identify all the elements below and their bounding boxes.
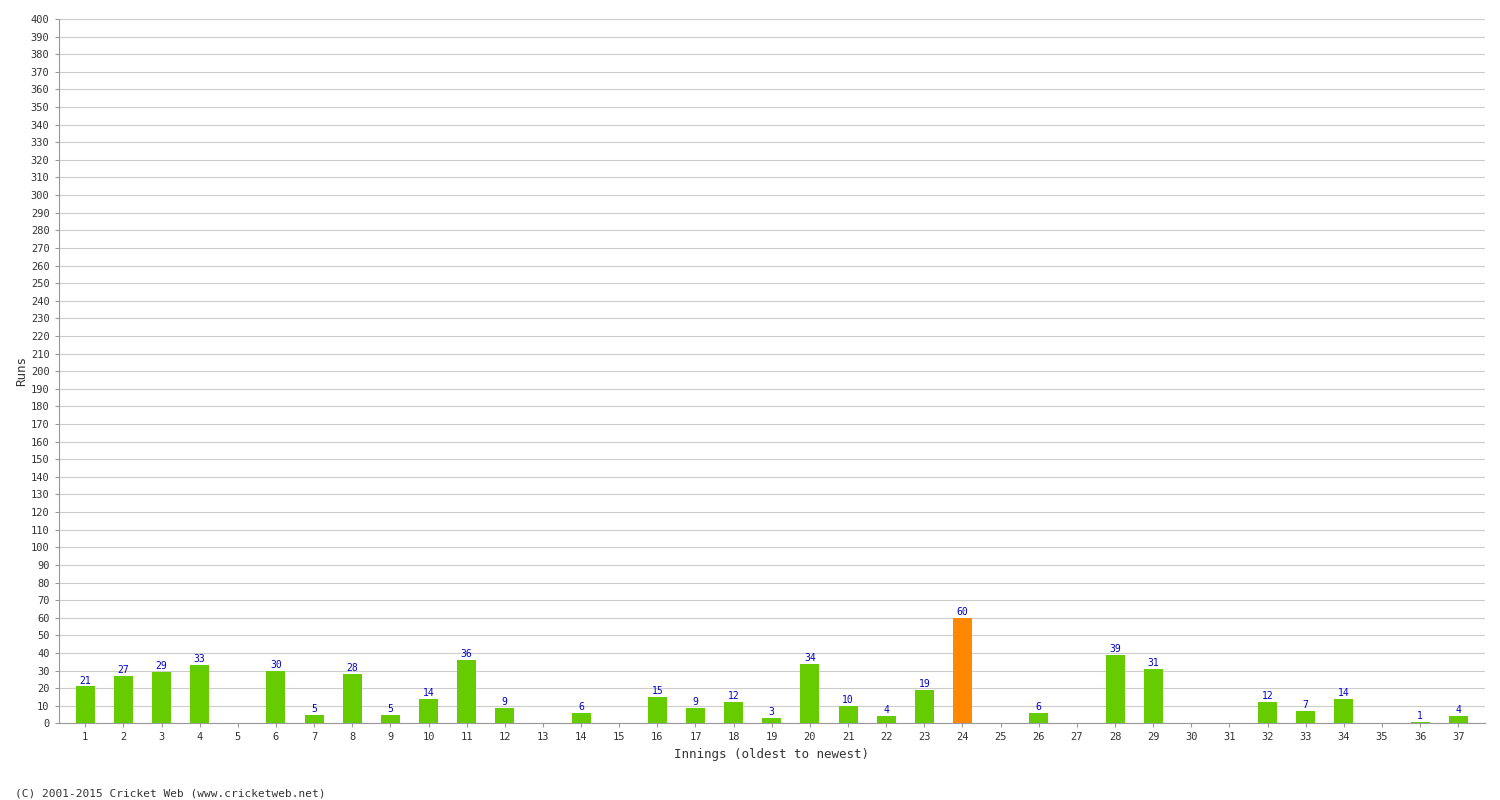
Text: 19: 19 [918,679,930,689]
Bar [304,714,324,723]
Bar [190,666,208,723]
Bar [648,697,668,723]
Bar [381,714,400,723]
Text: 60: 60 [957,607,969,617]
Text: 12: 12 [1262,691,1274,702]
Bar [267,670,285,723]
Text: 33: 33 [194,654,206,665]
Bar [801,663,819,723]
Text: 6: 6 [578,702,584,712]
Bar [915,690,934,723]
Bar [152,672,171,723]
X-axis label: Innings (oldest to newest): Innings (oldest to newest) [675,748,870,761]
Text: 14: 14 [423,688,435,698]
Bar [419,698,438,723]
Bar [1335,698,1353,723]
Text: 9: 9 [693,697,699,706]
Bar [1296,711,1316,723]
Text: 7: 7 [1304,700,1308,710]
Text: 5: 5 [310,704,316,714]
Text: 31: 31 [1148,658,1160,668]
Text: (C) 2001-2015 Cricket Web (www.cricketweb.net): (C) 2001-2015 Cricket Web (www.cricketwe… [15,788,326,798]
Text: 15: 15 [651,686,663,696]
Text: 21: 21 [80,675,92,686]
Bar [1258,702,1276,723]
Bar [1106,654,1125,723]
Text: 34: 34 [804,653,816,662]
Bar [686,707,705,723]
Bar [1449,716,1468,723]
Text: 6: 6 [1036,702,1041,712]
Text: 28: 28 [346,663,358,674]
Y-axis label: Runs: Runs [15,356,28,386]
Bar [839,706,858,723]
Bar [572,713,591,723]
Bar [876,716,896,723]
Bar [75,686,94,723]
Text: 12: 12 [728,691,740,702]
Text: 36: 36 [460,649,472,659]
Text: 14: 14 [1338,688,1350,698]
Text: 30: 30 [270,660,282,670]
Text: 9: 9 [503,697,507,706]
Text: 5: 5 [387,704,393,714]
Text: 29: 29 [156,662,168,671]
Text: 4: 4 [884,706,890,715]
Bar [724,702,742,723]
Bar [1410,722,1430,723]
Bar [952,618,972,723]
Text: 10: 10 [842,695,854,705]
Text: 3: 3 [770,707,774,718]
Text: 39: 39 [1108,644,1120,654]
Text: 1: 1 [1418,710,1424,721]
Bar [458,660,476,723]
Bar [762,718,782,723]
Text: 4: 4 [1455,706,1461,715]
Bar [1143,669,1162,723]
Bar [495,707,514,723]
Bar [342,674,362,723]
Text: 27: 27 [117,665,129,675]
Bar [1029,713,1048,723]
Bar [114,676,134,723]
